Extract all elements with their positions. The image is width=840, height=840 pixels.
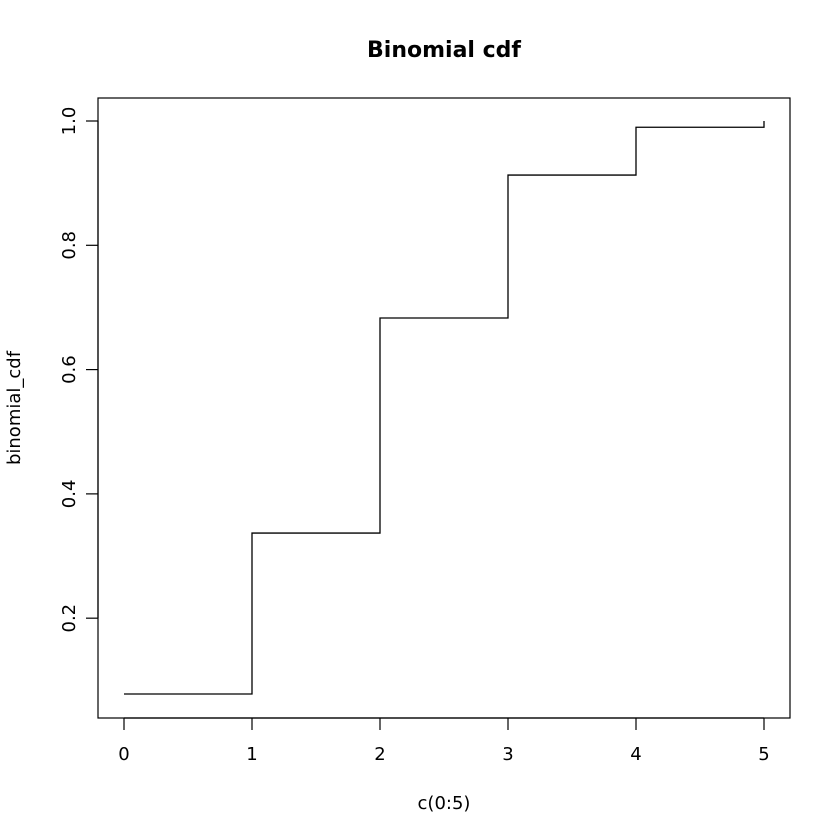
x-tick-label: 2	[374, 744, 385, 765]
x-axis: 0 1 2 3 4 5	[118, 717, 770, 765]
y-tick-label: 0.6	[59, 355, 80, 384]
y-tick-label: 1.0	[59, 107, 80, 136]
x-tick-label: 0	[118, 744, 129, 765]
plot-area-frame	[97, 97, 791, 719]
y-axis-label: binomial_cdf	[4, 350, 25, 465]
x-tick-label: 1	[246, 744, 257, 765]
binomial-cdf-step-line	[124, 121, 765, 695]
x-tick-label: 3	[502, 744, 513, 765]
x-tick-label: 4	[630, 744, 641, 765]
x-tick-label: 5	[758, 744, 769, 765]
x-axis-label: c(0:5)	[418, 793, 471, 814]
y-tick-label: 0.8	[59, 231, 80, 260]
y-tick-label: 0.2	[59, 604, 80, 633]
chart-title: Binomial cdf	[367, 38, 521, 63]
y-axis: 0.2 0.4 0.6 0.8 1.0	[59, 107, 99, 633]
data-series	[124, 121, 765, 695]
y-tick-label: 0.4	[59, 480, 80, 509]
